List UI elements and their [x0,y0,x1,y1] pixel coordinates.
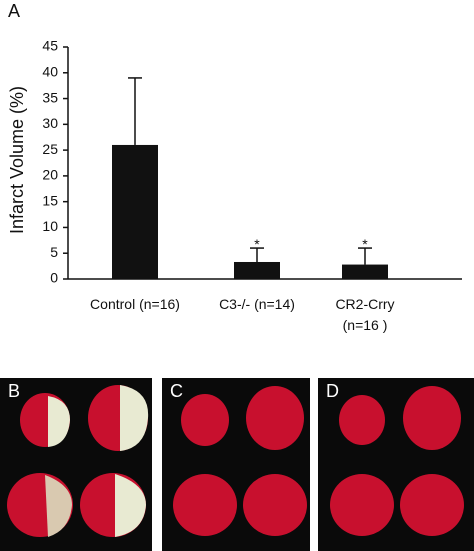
brain-slice [330,474,394,536]
panel-label: D [326,381,339,401]
bar [342,264,388,279]
infarct [48,396,70,447]
brain-slice [400,474,464,536]
infarct [115,474,146,537]
panel-label: B [8,381,20,401]
brain-slice [246,386,304,450]
infarct [45,475,72,537]
significance-marker: * [254,236,260,252]
y-tick-label: 40 [42,63,58,79]
y-tick-label: 35 [42,89,58,105]
x-tick-label: CR2-Crry (n=16 ) [335,296,395,333]
brain-slice [181,394,229,446]
photo-panels [0,378,474,551]
y-tick-label: 20 [42,167,58,183]
y-tick-label: 0 [50,270,58,286]
x-tick-label: Control (n=16) [90,296,180,312]
brain-slice [173,474,237,536]
y-tick-label: 25 [42,141,58,157]
y-tick-label: 10 [42,218,58,234]
panel-label: A [8,1,20,21]
brain-slice [243,474,307,536]
brain-slice [339,395,385,445]
y-tick-label: 15 [42,192,58,208]
panel-label: C [170,381,183,401]
bar [112,144,158,279]
x-tick-label: C3-/- (n=14) [219,296,295,312]
bar [234,261,280,279]
y-tick-label: 30 [42,115,58,131]
infarct [120,385,149,451]
significance-marker: * [362,236,368,252]
y-tick-label: 5 [50,244,58,260]
y-axis-label: Infarct Volume (%) [7,86,27,234]
y-tick-label: 45 [42,38,58,54]
brain-slice [403,386,461,450]
